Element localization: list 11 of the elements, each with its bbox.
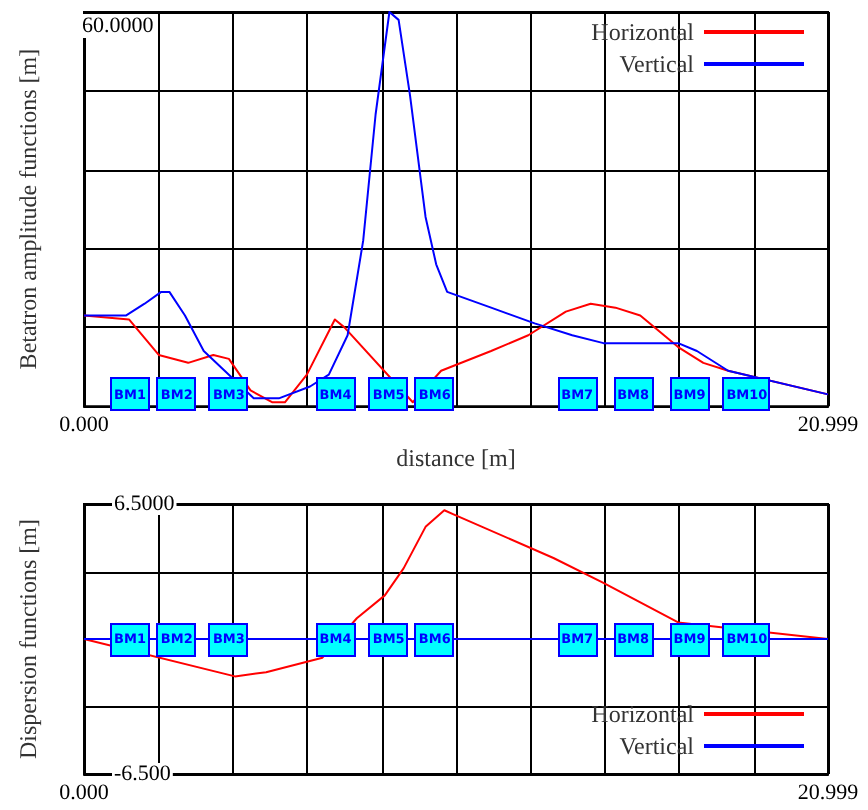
y-tick-label: 6.5000: [114, 492, 176, 516]
x-tick-label: 20.999: [797, 781, 860, 805]
annotation: 60.0000: [80, 14, 156, 38]
line-series: [83, 509, 829, 678]
y-axis-title: Dispersion functions [m]: [14, 519, 42, 759]
y-axis-title: Betatron amplitude functions [m]: [14, 48, 42, 370]
y-tick-label: -6.500: [114, 762, 172, 786]
x-tick-label: 20.999: [797, 413, 860, 438]
x-axis-title: distance [m]: [396, 444, 516, 472]
x-tick-label: 0.000: [59, 413, 110, 438]
x-tick-label: 0.000: [59, 781, 110, 805]
